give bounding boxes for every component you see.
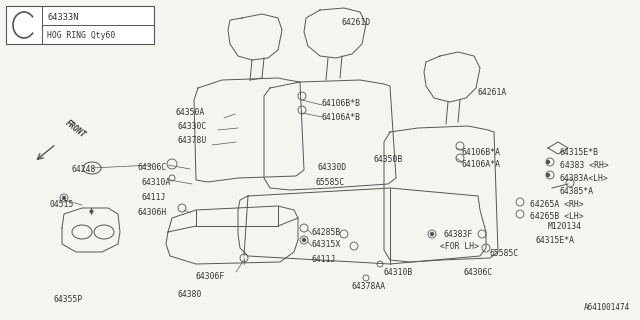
Text: 64380: 64380 xyxy=(178,290,202,299)
Text: 64261A: 64261A xyxy=(478,88,508,97)
Text: 64106B*B: 64106B*B xyxy=(322,99,361,108)
Text: <FOR LH>: <FOR LH> xyxy=(440,242,479,251)
Text: 64285B: 64285B xyxy=(312,228,341,237)
Text: 65585C: 65585C xyxy=(490,249,519,258)
Text: 04515: 04515 xyxy=(50,200,74,209)
Text: 64306F: 64306F xyxy=(196,272,225,281)
Text: 64350A: 64350A xyxy=(175,108,204,117)
Circle shape xyxy=(547,173,550,177)
Text: 64310B: 64310B xyxy=(384,268,413,277)
Text: 64378AA: 64378AA xyxy=(352,282,386,291)
Text: 64106A*B: 64106A*B xyxy=(322,113,361,122)
Text: 64306C: 64306C xyxy=(138,163,167,172)
Text: 64106B*A: 64106B*A xyxy=(462,148,501,157)
Text: 64330C: 64330C xyxy=(178,122,207,131)
Bar xyxy=(6,6,154,44)
Text: FRONT: FRONT xyxy=(64,119,88,140)
Circle shape xyxy=(63,196,65,199)
Text: 64378U: 64378U xyxy=(178,136,207,145)
Text: 64261D: 64261D xyxy=(342,18,371,27)
Text: 64306H: 64306H xyxy=(138,208,167,217)
Text: 64350B: 64350B xyxy=(374,155,403,164)
Text: 64265B <LH>: 64265B <LH> xyxy=(530,212,584,221)
Text: 64315E*A: 64315E*A xyxy=(536,236,575,245)
Circle shape xyxy=(547,161,550,164)
Text: 64315E*B: 64315E*B xyxy=(560,148,599,157)
Text: 64383F: 64383F xyxy=(444,230,473,239)
Text: M120134: M120134 xyxy=(548,222,582,231)
Text: 64310A: 64310A xyxy=(142,178,172,187)
Text: 64355P: 64355P xyxy=(54,295,83,304)
Text: 65585C: 65585C xyxy=(316,178,345,187)
Text: 64306C: 64306C xyxy=(464,268,493,277)
Text: 6411J: 6411J xyxy=(312,255,337,264)
Text: A641001474: A641001474 xyxy=(584,303,630,312)
Text: 64248: 64248 xyxy=(72,165,97,174)
Text: 6411J: 6411J xyxy=(142,193,166,202)
Circle shape xyxy=(431,233,433,236)
Text: HOG RING Qty60: HOG RING Qty60 xyxy=(47,30,115,39)
Text: 64333N: 64333N xyxy=(47,13,79,22)
Text: 64383A<LH>: 64383A<LH> xyxy=(560,174,609,183)
Text: 64315X: 64315X xyxy=(312,240,341,249)
Text: 64385*A: 64385*A xyxy=(560,187,594,196)
Text: 64383 <RH>: 64383 <RH> xyxy=(560,161,609,170)
Text: 64330D: 64330D xyxy=(318,163,348,172)
Text: 64265A <RH>: 64265A <RH> xyxy=(530,200,584,209)
Circle shape xyxy=(303,238,305,242)
Text: 64106A*A: 64106A*A xyxy=(462,160,501,169)
